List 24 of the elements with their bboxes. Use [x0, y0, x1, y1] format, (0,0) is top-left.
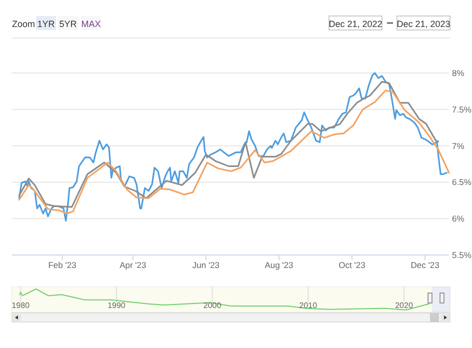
x-tick-label: Oct '23 — [338, 260, 366, 270]
x-tick-label: Jun '23 — [192, 260, 220, 270]
line-series — [18, 72, 448, 222]
x-tick-label: 2010 — [299, 301, 318, 310]
text: MAX — [81, 19, 101, 29]
text: Dec 21, 2022 — [328, 19, 382, 29]
text: 1YR — [37, 19, 56, 29]
text: Dec 21, 2023 — [396, 19, 450, 29]
x-tick-label: 2020 — [395, 301, 414, 310]
x-tick-label: Apr '23 — [120, 260, 147, 270]
y-tick-label: 6% — [452, 214, 465, 224]
x-tick-label: 1990 — [108, 301, 126, 310]
x-tick-label: Aug '23 — [264, 260, 294, 270]
text: Zoom — [12, 19, 36, 29]
y-tick-label: 7.5% — [452, 104, 472, 114]
y-tick-label: 5.5% — [452, 250, 472, 260]
y-tick-label: 8% — [452, 68, 465, 78]
x-tick-label: Dec '23 — [410, 260, 440, 270]
y-tick-label: 7% — [452, 140, 465, 151]
text: 5YR — [59, 19, 78, 29]
x-tick-label: 1980 — [12, 301, 30, 310]
y-tick-label: 6.5% — [452, 177, 472, 188]
x-tick-label: Feb '23 — [48, 260, 77, 270]
x-tick-label: 2000 — [203, 301, 222, 310]
